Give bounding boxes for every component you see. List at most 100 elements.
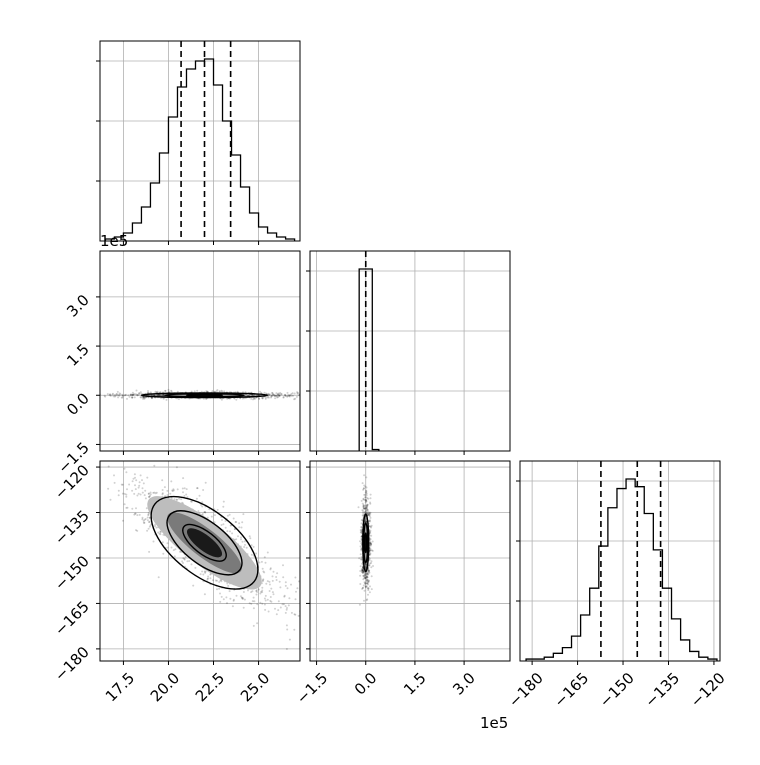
param3_vs_param2-sample-point (361, 586, 364, 589)
param3_vs_param1-sample-point (256, 603, 259, 606)
param2_vs_param1-sample-point (271, 391, 274, 394)
param2_vs_param1-sample-point (272, 393, 275, 396)
param3_vs_param2-sample-point (366, 509, 369, 511)
param2_vs_param1-sample-point (130, 393, 133, 396)
param2_vs_param1-sample-point (190, 390, 193, 393)
param3_vs_param1-sample-point (121, 492, 124, 495)
param3_vs_param1-sample-point (284, 605, 287, 608)
param3_vs_param2-sample-point (363, 576, 366, 579)
param3_vs_param2-sample-point (365, 492, 368, 495)
param3_vs_param2-sample-point (369, 497, 372, 500)
param2_vs_param1-sample-point (284, 394, 287, 397)
param2_vs_param1-sample-point (278, 394, 280, 397)
param3_vs_param2-sample-point (365, 510, 368, 513)
param3_vs_param2-sample-point (362, 571, 364, 574)
param3_vs_param1-density-core (186, 528, 223, 558)
param2_vs_param1-sample-point (266, 395, 269, 398)
param2_vs_param1-sample-point (167, 388, 170, 391)
param3_vs_param1-sample-point (146, 476, 149, 479)
param3_vs_param1-sample-point (219, 579, 222, 582)
param2_vs_param1-sample-point (293, 398, 296, 401)
param3_vs_param2-sample-point (361, 571, 364, 574)
param3_vs_param2-sample-point (362, 570, 365, 573)
param2_vs_param1-sample-point (132, 393, 135, 396)
param3_vs_param2-sample-point (368, 569, 371, 572)
param3_vs_param1-sample-point (261, 567, 264, 570)
param2_vs_param1-sample-point (288, 395, 291, 398)
param2_vs_param1-sample-point (253, 397, 256, 400)
param3_vs_param1-sample-point (181, 560, 184, 563)
param2_vs_param1-sample-point (126, 397, 128, 400)
param3_vs_param2-sample-point (364, 577, 367, 580)
param2_vs_param1-sample-point (153, 394, 156, 397)
param2_vs_param1-sample-point (258, 398, 261, 400)
param3_vs_param1-sample-point (123, 492, 126, 495)
param2_vs_param1-sample-point (273, 395, 276, 397)
param2_vs_param1-sample-point (159, 394, 162, 397)
param3_vs_param1-sample-point (146, 529, 149, 532)
param2_vs_param1-sample-point (131, 396, 134, 399)
param2_vs_param1-sample-point (266, 396, 269, 399)
param3_vs_param2-sample-point (359, 574, 362, 577)
param2_vs_param1-sample-point (128, 395, 131, 398)
param3_vs_param1-sample-point (125, 506, 128, 509)
param2_vs_param1-sample-point (142, 396, 145, 399)
param2_vs_param1-sample-point (274, 397, 277, 400)
param3_vs_param1-sample-point (222, 523, 225, 526)
param3_vs_param1-sample-point (220, 524, 223, 526)
param3_vs_param2-sample-point (365, 576, 368, 579)
param2_vs_param1-sample-point (288, 394, 291, 397)
param3_vs_param2-sample-point (367, 511, 370, 514)
param3_vs_param1-sample-point (253, 600, 256, 603)
param2_vs_param1-sample-point (170, 390, 173, 393)
param2_vs_param1-sample-point (158, 394, 161, 396)
param3_vs_param1-sample-point (142, 482, 145, 485)
param3_vs_param2-sample-point (361, 568, 364, 571)
param3_vs_param1-sample-point (263, 603, 266, 606)
param2_vs_param1-sample-point (267, 393, 270, 396)
param3_vs_param1-sample-point (204, 571, 207, 574)
param3_vs_param2-sample-point (365, 572, 368, 575)
param3_vs_param1-sample-point (248, 602, 251, 605)
param3_vs_param1-sample-point (219, 600, 222, 603)
param3_vs_param1-sample-point (148, 550, 151, 553)
param3_vs_param1-sample-point (185, 488, 188, 491)
param3_vs_param1-sample-point (260, 590, 263, 593)
param3_vs_param1-sample-point (265, 582, 268, 585)
param3_vs_param2-sample-point (368, 549, 371, 552)
param3_vs_param1-sample-point (242, 513, 245, 516)
param2-x-offset-label: 1e5 (480, 714, 508, 732)
param2_vs_param1-sample-point (269, 393, 272, 396)
param3_vs_param2-sample-point (366, 573, 369, 575)
param3_vs_param2-sample-point (366, 575, 368, 578)
param2_vs_param1-sample-point (284, 393, 286, 396)
param2_vs_param1-sample-point (289, 394, 292, 397)
param3_vs_param1-sample-point (264, 561, 267, 564)
param2_vs_param1-sample-point (205, 390, 208, 393)
param3_vs_param1-sample-point (139, 493, 142, 496)
param3_vs_param2-marks (357, 474, 374, 606)
param2_vs_param1-sample-point (125, 393, 127, 396)
param3_vs_param2-sample-point (361, 587, 364, 589)
param3_vs_param2-sample-point (364, 496, 367, 499)
param3_vs_param1-sample-point (141, 487, 144, 490)
param3_vs_param2-sample-point (359, 565, 362, 568)
param3_vs_param1-sample-point (192, 584, 195, 587)
param3_vs_param1-sample-point (141, 491, 144, 494)
param3_vs_param2-sample-point (366, 578, 369, 581)
param3_vs_param2-sample-point (364, 496, 367, 499)
param2-y-offset-label: 1e5 (100, 232, 128, 250)
param3_vs_param2-sample-point (359, 545, 362, 548)
param2_vs_param1-sample-point (121, 396, 124, 399)
param3_vs_param2-sample-point (364, 511, 367, 513)
param3_vs_param1-sample-point (232, 517, 235, 520)
param2_vs_param1-sample-point (270, 395, 273, 398)
param3_vs_param1-sample-point (275, 576, 278, 578)
param3_vs_param2-sample-point (366, 576, 369, 579)
param3_vs_param2-sample-point (368, 571, 371, 574)
param2_vs_param1-sample-point (270, 396, 272, 399)
param3_vs_param2-sample-point (366, 582, 369, 585)
param3_vs_param1-sample-point (232, 599, 235, 602)
param2_vs_param1-sample-point (142, 397, 144, 400)
param3_vs_param1-sample-point (235, 538, 238, 541)
